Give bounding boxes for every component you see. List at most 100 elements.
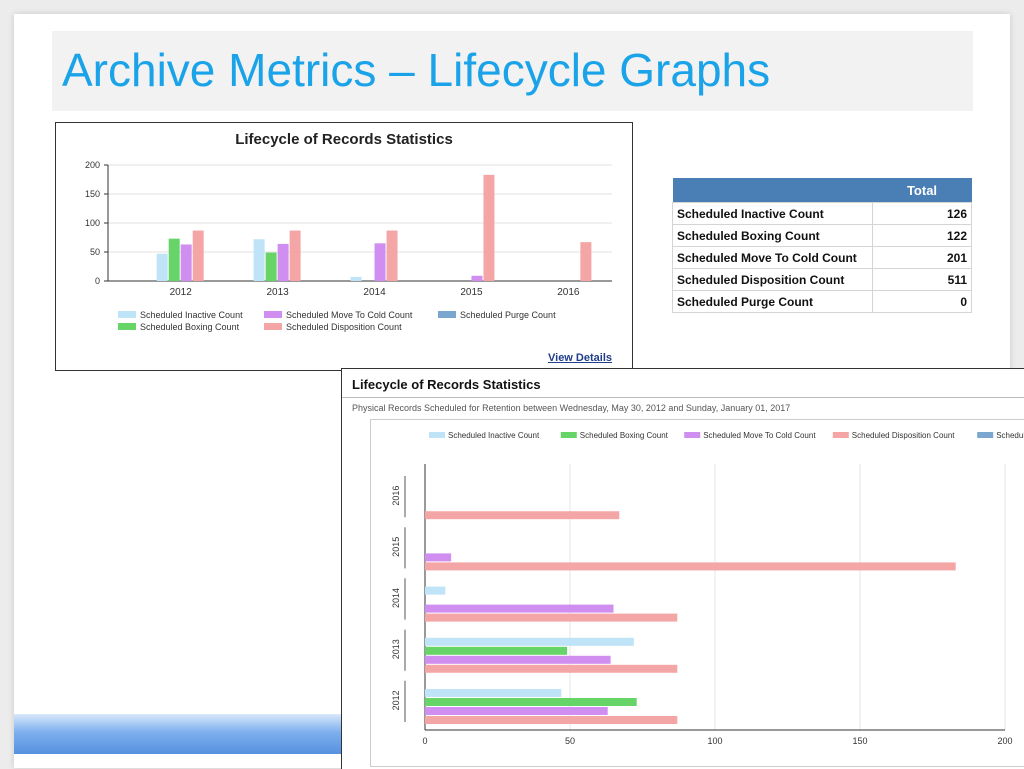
bar bbox=[265, 252, 277, 281]
y-tick-label: 200 bbox=[85, 160, 100, 170]
x-tick-label: 2014 bbox=[363, 287, 386, 298]
bar bbox=[425, 716, 678, 724]
x-tick-label: 2016 bbox=[557, 287, 580, 298]
x-tick-label: 2013 bbox=[266, 287, 289, 298]
bar bbox=[253, 239, 265, 281]
y-tick-label: 150 bbox=[85, 189, 100, 199]
table-row: Scheduled Move To Cold Count 201 bbox=[672, 246, 972, 269]
legend-label: Scheduled Disposition Count bbox=[852, 431, 956, 440]
slide-title: Archive Metrics – Lifecycle Graphs bbox=[62, 44, 771, 96]
legend-swatch bbox=[684, 432, 701, 438]
totals-header-total: Total bbox=[872, 178, 972, 203]
row-label: Scheduled Move To Cold Count bbox=[672, 246, 873, 269]
row-value: 201 bbox=[872, 246, 972, 269]
row-value: 0 bbox=[872, 290, 972, 313]
row-label: Scheduled Boxing Count bbox=[672, 224, 873, 247]
bar bbox=[580, 242, 592, 281]
bar bbox=[180, 244, 192, 281]
legend-label: Scheduled Inactive Count bbox=[448, 431, 540, 440]
chart-panel-horizontal: Lifecycle of Records Statistics Physical… bbox=[341, 368, 1024, 769]
y-tick-label: 2014 bbox=[391, 588, 401, 608]
bar bbox=[425, 637, 634, 646]
legend-label: Scheduled Boxing Count bbox=[140, 322, 240, 332]
view-details-link[interactable]: View Details bbox=[548, 352, 612, 364]
bar bbox=[471, 275, 483, 281]
totals-table: Total Scheduled Inactive Count 126 Sched… bbox=[672, 178, 972, 313]
bar bbox=[425, 613, 678, 622]
bar bbox=[483, 174, 495, 281]
totals-header-row: Total bbox=[672, 178, 972, 203]
row-label: Scheduled Inactive Count bbox=[672, 202, 873, 225]
bar bbox=[425, 604, 614, 613]
legend-label: Scheduled Purge Count bbox=[460, 310, 556, 320]
bar bbox=[386, 230, 398, 281]
bar bbox=[425, 553, 452, 562]
bar bbox=[425, 655, 611, 664]
y-tick-label: 100 bbox=[85, 218, 100, 228]
legend-label: Scheduled Purge Count bbox=[996, 431, 1024, 440]
legend-swatch bbox=[429, 432, 445, 438]
bar bbox=[374, 243, 386, 281]
legend-swatch bbox=[118, 311, 136, 318]
bar bbox=[168, 238, 180, 281]
x-tick-label: 200 bbox=[997, 736, 1012, 746]
legend-swatch bbox=[264, 311, 282, 318]
legend-swatch bbox=[264, 323, 282, 330]
legend-label: Scheduled Disposition Count bbox=[286, 322, 402, 332]
x-tick-label: 2015 bbox=[460, 287, 483, 298]
legend-label: Scheduled Boxing Count bbox=[580, 431, 669, 440]
table-row: Scheduled Inactive Count 126 bbox=[672, 202, 972, 225]
title-divider bbox=[342, 397, 1024, 398]
x-tick-label: 2012 bbox=[170, 287, 193, 298]
legend-swatch bbox=[977, 432, 994, 438]
row-label: Scheduled Disposition Count bbox=[672, 268, 873, 291]
bar bbox=[289, 230, 301, 281]
x-tick-label: 100 bbox=[707, 736, 722, 746]
decorative-gloss-bar bbox=[14, 714, 344, 754]
chart-panel-vertical: Lifecycle of Records Statistics 200 150 10… bbox=[55, 122, 633, 371]
y-tick-label: 2012 bbox=[391, 690, 401, 710]
bar bbox=[425, 664, 678, 673]
legend-swatch bbox=[438, 311, 456, 318]
row-value: 126 bbox=[872, 202, 972, 225]
bar bbox=[425, 646, 568, 655]
chart-subtitle: Physical Records Scheduled for Retention… bbox=[352, 403, 791, 413]
bar bbox=[425, 698, 637, 706]
chart-title: Lifecycle of Records Statistics bbox=[352, 377, 541, 392]
x-tick-label: 0 bbox=[422, 736, 427, 746]
legend-label: Scheduled Move To Cold Count bbox=[286, 310, 413, 320]
bar bbox=[277, 243, 289, 281]
x-tick-label: 150 bbox=[852, 736, 867, 746]
bar bbox=[350, 276, 362, 281]
row-value: 122 bbox=[872, 224, 972, 247]
bar bbox=[156, 253, 168, 281]
bar bbox=[425, 707, 608, 715]
legend-swatch bbox=[118, 323, 136, 330]
row-value: 511 bbox=[872, 268, 972, 291]
legend-label: Scheduled Move To Cold Count bbox=[703, 431, 816, 440]
title-band: Archive Metrics – Lifecycle Graphs bbox=[52, 31, 973, 111]
y-tick-label: 2016 bbox=[391, 486, 401, 506]
y-tick-label: 50 bbox=[90, 247, 100, 257]
table-row: Scheduled Purge Count 0 bbox=[672, 290, 972, 313]
bar bbox=[425, 562, 956, 571]
x-tick-label: 50 bbox=[565, 736, 575, 746]
bar bbox=[425, 689, 562, 697]
table-row: Scheduled Disposition Count 511 bbox=[672, 268, 972, 291]
legend-swatch bbox=[832, 432, 849, 438]
chart-title: Lifecycle of Records Statistics bbox=[235, 131, 453, 148]
vertical-bar-chart: 200 150 100 50 0 2012 2013 2014 2015 2016 Schedule… bbox=[85, 160, 612, 332]
legend-swatch bbox=[560, 432, 577, 438]
bar bbox=[425, 511, 620, 520]
legend-label: Scheduled Inactive Count bbox=[140, 310, 243, 320]
bar bbox=[425, 586, 446, 595]
horizontal-bar-chart: 0 50 100 150 200 2012 2013 2014 2015 2016 Schedule… bbox=[391, 431, 1024, 746]
y-tick-label: 2015 bbox=[391, 537, 401, 557]
bar bbox=[192, 230, 204, 281]
y-tick-label: 2013 bbox=[391, 639, 401, 659]
totals-header-blank bbox=[672, 178, 873, 203]
table-row: Scheduled Boxing Count 122 bbox=[672, 224, 972, 247]
row-label: Scheduled Purge Count bbox=[672, 290, 873, 313]
plot-frame: 0 50 100 150 200 2012 2013 2014 2015 2016 Schedule… bbox=[370, 419, 1024, 767]
y-tick-label: 0 bbox=[95, 276, 100, 286]
